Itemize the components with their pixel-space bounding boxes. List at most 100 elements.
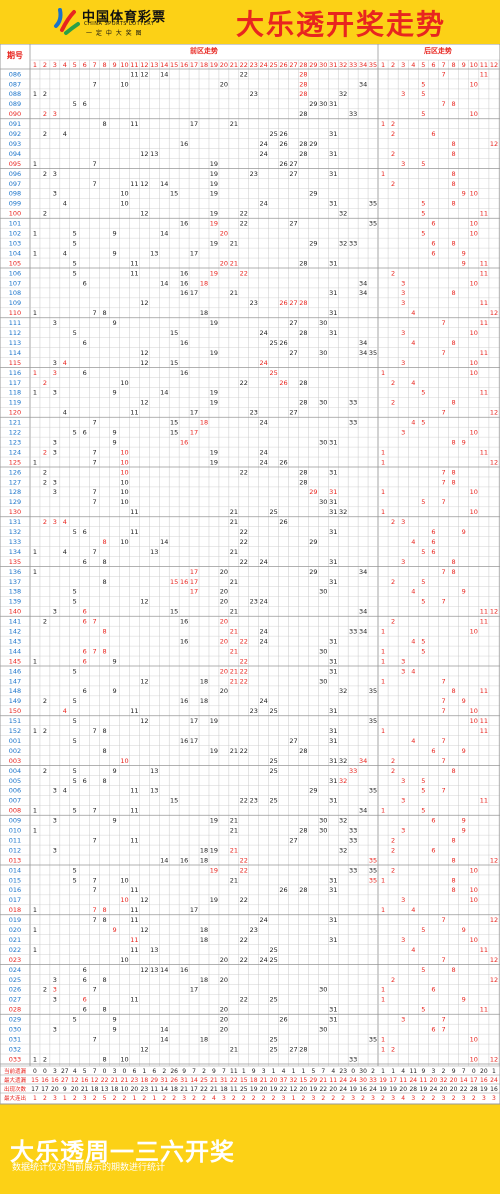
period-label: 031	[9, 1035, 21, 1043]
back-number-mark: 9	[462, 747, 466, 755]
period-label: 125	[9, 458, 21, 466]
front-number-mark: 21	[230, 817, 238, 825]
back-number-mark: 7	[441, 1016, 445, 1024]
front-number-mark: 8	[103, 628, 107, 636]
stats-front-value: 2	[361, 1095, 365, 1102]
front-number-mark: 19	[210, 220, 218, 228]
back-number-mark: 10	[470, 866, 478, 874]
front-number-mark: 21	[230, 508, 238, 516]
period-label: 114	[9, 349, 21, 357]
front-number-mark: 22	[240, 538, 248, 546]
back-number-mark: 10	[470, 279, 478, 287]
front-number-mark: 20	[220, 637, 228, 645]
period-label: 023	[9, 956, 21, 964]
stats-front-value: 11	[230, 1086, 238, 1093]
stats-back-value: 3	[411, 1095, 415, 1102]
front-number-mark: 16	[180, 737, 188, 745]
chart-header-background	[0, 44, 500, 69]
front-number-mark: 20	[220, 1016, 228, 1024]
front-number-mark: 9	[112, 767, 116, 775]
stats-front-value: 21	[121, 1077, 129, 1084]
front-number-mark: 31	[329, 488, 337, 496]
stats-front-value: 15	[240, 1077, 248, 1084]
front-number-mark: 11	[130, 946, 138, 954]
front-number-header: 5	[73, 61, 77, 69]
back-number-mark: 1	[381, 170, 385, 178]
back-number-mark: 2	[391, 379, 395, 387]
front-number-mark: 21	[230, 827, 238, 835]
stats-back-value: 3	[432, 1068, 436, 1075]
front-number-mark: 27	[289, 737, 297, 745]
front-number-mark: 30	[319, 498, 327, 506]
front-number-mark: 17	[190, 429, 198, 437]
period-label: 104	[9, 249, 21, 257]
front-number-mark: 22	[240, 866, 248, 874]
back-number-mark: 3	[401, 827, 405, 835]
front-number-mark: 3	[53, 110, 57, 118]
front-number-mark: 22	[240, 956, 248, 964]
front-number-mark: 24	[260, 598, 268, 606]
front-number-mark: 23	[250, 170, 258, 178]
front-number-header: 18	[200, 61, 208, 69]
front-number-mark: 22	[240, 797, 248, 805]
front-number-mark: 8	[103, 906, 107, 914]
front-number-mark: 6	[83, 528, 87, 536]
front-number-mark: 11	[130, 259, 138, 267]
period-label: 011	[9, 836, 21, 844]
front-number-mark: 17	[190, 906, 198, 914]
back-number-mark: 2	[391, 767, 395, 775]
back-number-mark: 7	[441, 349, 445, 357]
back-number-mark: 10	[470, 936, 478, 944]
stats-front-value: 2	[302, 1095, 306, 1102]
stats-front-value: 30	[359, 1068, 367, 1075]
stats-front-value: 1	[63, 1095, 67, 1102]
stats-front-value: 9	[212, 1068, 216, 1075]
front-number-mark: 33	[349, 110, 357, 118]
back-number-mark: 11	[480, 349, 488, 357]
stats-front-value: 16	[81, 1077, 89, 1084]
back-number-mark: 1	[381, 448, 385, 456]
back-number-mark: 10	[470, 429, 478, 437]
front-number-mark: 16	[180, 438, 188, 446]
back-number-mark: 7	[441, 70, 445, 78]
stats-back-value: 20	[399, 1086, 407, 1093]
period-label: 015	[9, 876, 21, 884]
back-number-mark: 4	[411, 667, 415, 675]
back-number-mark: 10	[470, 359, 478, 367]
back-number-mark: 1	[381, 647, 385, 655]
front-number-mark: 21	[230, 677, 238, 685]
period-label: 020	[9, 926, 21, 934]
period-label: 087	[9, 80, 21, 88]
front-number-mark: 19	[210, 399, 218, 407]
back-number-mark: 10	[470, 896, 478, 904]
period-label: 136	[9, 568, 21, 576]
stats-back-value: 3	[442, 1095, 446, 1102]
front-number-mark: 11	[130, 807, 138, 815]
stats-front-value: 2	[232, 1095, 236, 1102]
front-number-mark: 10	[120, 458, 128, 466]
front-number-mark: 34	[359, 628, 367, 636]
back-number-mark: 12	[490, 856, 498, 864]
back-number-mark: 10	[470, 110, 478, 118]
back-number-mark: 3	[401, 518, 405, 526]
front-number-mark: 25	[269, 1045, 277, 1053]
front-number-mark: 35	[369, 717, 377, 725]
front-number-mark: 1	[33, 369, 37, 377]
stats-back-value: 19	[420, 1086, 428, 1093]
front-number-mark: 20	[220, 230, 228, 238]
stats-back-value: 17	[389, 1077, 397, 1084]
front-number-mark: 35	[369, 687, 377, 695]
front-number-mark: 17	[190, 409, 198, 417]
stats-front-value: 21	[210, 1077, 218, 1084]
stats-front-value: 19	[270, 1086, 278, 1093]
stats-front-value: 17	[41, 1086, 49, 1093]
front-number-mark: 28	[299, 110, 307, 118]
back-number-header: 10	[470, 61, 478, 69]
period-label: 099	[9, 200, 21, 208]
front-number-mark: 28	[299, 80, 307, 88]
back-number-mark: 9	[462, 926, 466, 934]
front-number-mark: 2	[43, 130, 47, 138]
period-label: 029	[9, 1016, 21, 1024]
front-number-mark: 28	[299, 1045, 307, 1053]
front-number-mark: 31	[329, 737, 337, 745]
